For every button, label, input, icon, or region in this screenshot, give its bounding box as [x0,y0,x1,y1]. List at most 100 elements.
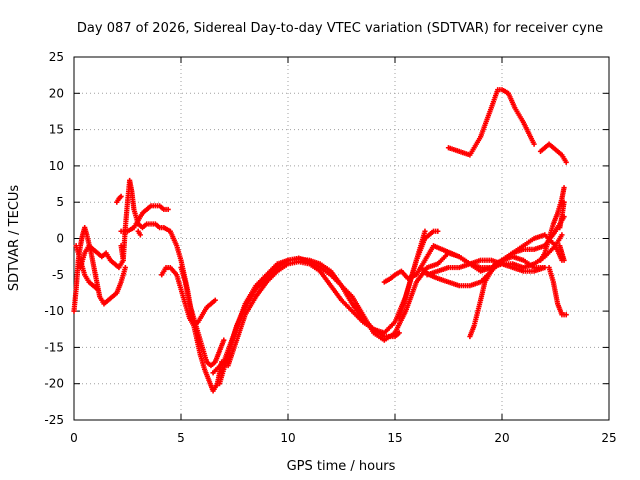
series-fill-markers [436,265,450,274]
series-fill-markers [196,313,204,323]
series-trace-3 [73,243,101,292]
y-tick-label: 15 [49,123,64,137]
y-tick-label: -20 [44,377,64,391]
series-fill-markers [234,306,247,327]
y-tick-label: 5 [56,195,64,209]
series-fill-markers [132,219,140,229]
series-fill-markers [98,295,106,305]
series-fill-markers [522,258,535,269]
series-fill-markers [88,252,98,276]
series-fill-markers [419,266,431,277]
series-fill-markers [547,142,555,150]
series-fill-markers [447,280,461,288]
series-fill-markers [372,331,386,342]
series-fill-markers [362,320,375,331]
series-fill-markers [478,281,488,301]
series-fill-markers [154,222,161,229]
y-axis-label: SDTVAR / TECUs [7,185,22,292]
data-point [212,297,218,303]
series-fill-markers [254,273,268,287]
series-fill-markers [205,302,213,309]
series-fill-markers [168,266,179,276]
series-fill-markers [111,291,118,298]
series-fill-markers [501,87,510,95]
series-fill-markers [168,230,179,247]
series-fill-markers [468,136,483,156]
series-fill-markers [243,295,258,316]
data-point [531,141,537,147]
series-fill-markers [350,295,365,316]
series-fill-markers [394,269,403,277]
series-fill-markers [469,262,482,273]
series-fill-markers [265,266,279,280]
series-fill-markers [276,262,289,273]
series-fill-markers [158,204,166,211]
series-fill-markers [205,360,213,367]
series-fill-markers [319,262,332,273]
y-tick-label: -25 [44,413,64,427]
x-tick-label: 25 [601,431,616,445]
series-fill-markers [265,262,279,276]
series-fill-markers [117,259,125,269]
series-trace-5 [118,203,171,234]
series-fill-markers [538,252,547,262]
series-fill-markers [136,212,145,222]
series-trace-2 [77,243,126,271]
data-point [422,228,428,234]
series-trace-24 [557,199,567,231]
data-point [559,232,565,238]
series-fill-markers [478,107,494,138]
y-tick-label: -5 [52,268,64,282]
series-fill-markers [489,263,498,272]
chart-title: Day 087 of 2026, Sidereal Day-to-day VTE… [77,21,603,36]
series-fill-markers [372,327,386,338]
series-fill-markers [340,299,354,313]
series-fill-markers [71,288,79,312]
x-tick-label: 0 [70,431,78,445]
series-fill-markers [120,228,128,234]
series-fill-markers [559,252,567,262]
data-point [561,257,567,263]
data-point [118,193,124,199]
series-fill-markers [78,234,85,247]
series-fill-markers [211,382,219,392]
x-axis-label: GPS time / hours [287,459,396,474]
x-tick-labels: 0 5 10 15 20 25 [70,431,616,445]
series-fill-markers [82,226,89,236]
series-fill-markers [423,244,436,262]
series-fill-markers [329,284,343,302]
y-tick-label: 0 [56,232,64,246]
y-tick-label: -10 [44,304,64,318]
series-fill-markers [92,284,99,291]
series-fill-markers [521,121,536,145]
data-point [94,286,101,292]
series-fill-markers [100,251,108,259]
y-tick-label: 10 [49,159,64,173]
series-fill-markers [162,225,172,233]
series-fill-markers [393,331,401,338]
series-fill-markers [254,281,269,298]
series-fill-markers [400,270,410,280]
series-fill-markers [501,251,514,262]
series-fill-markers [539,146,546,153]
series-fill-markers [494,258,503,266]
y-tick-label: 20 [49,86,64,100]
series-fill-markers [557,215,565,229]
series-fill-markers [209,360,217,367]
series-fill-markers [436,251,450,265]
series-fill-markers [318,270,333,287]
series-fill-markers [559,186,567,200]
series-fill-markers [226,339,239,367]
data-point [563,159,569,165]
series-fill-markers [551,281,560,305]
series-fill-markers [458,255,471,266]
series-fill-markers [393,310,408,334]
x-tick-label: 10 [280,431,295,445]
series-fill-markers [423,229,435,240]
series-fill-markers [501,261,514,270]
series-fill-markers [560,154,568,164]
series-fill-markers [533,265,546,274]
grid [74,57,609,420]
series-fill-markers [552,146,559,153]
